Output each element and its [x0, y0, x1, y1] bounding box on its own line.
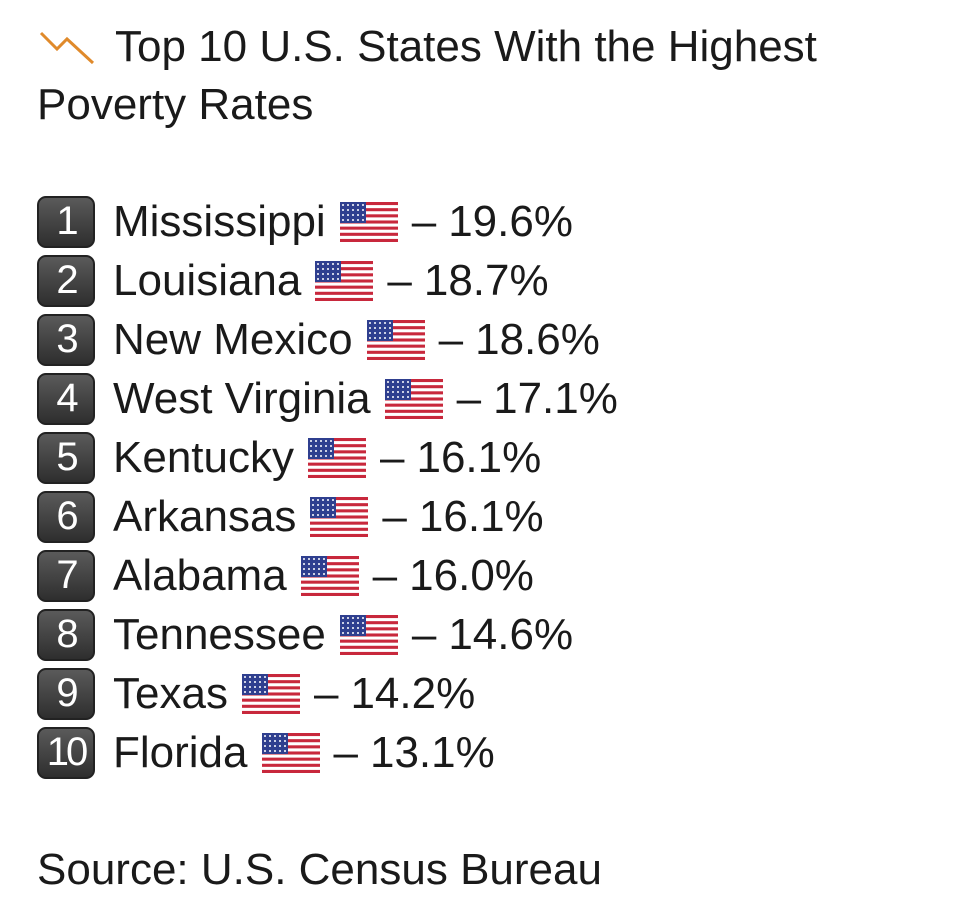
list-item: 5 Kentucky –16.1% — [37, 428, 618, 487]
us-flag — [339, 614, 398, 655]
rank-badge: 2 — [37, 254, 95, 307]
poverty-rate: 18.6% — [475, 314, 600, 364]
rank-badge: 3 — [37, 313, 95, 366]
rank-badge: 6 — [37, 490, 95, 543]
list-item: 8 Tennessee –14.6% — [37, 605, 618, 664]
separator: – — [382, 491, 407, 541]
us-flag — [310, 496, 369, 537]
poverty-rate: 13.1% — [369, 727, 495, 777]
us-flag — [384, 378, 443, 419]
poverty-rate: 14.6% — [448, 609, 574, 659]
separator: – — [372, 550, 398, 600]
separator: – — [333, 727, 358, 777]
poverty-rate: 16.1% — [416, 432, 542, 482]
separator: – — [313, 668, 339, 718]
separator: – — [387, 255, 412, 305]
us-flag — [241, 673, 300, 714]
list-item: 9 Texas –14.2% — [37, 664, 618, 723]
list-item: 10 Florida –13.1% — [37, 723, 618, 782]
source: Source: U.S. Census Bureau — [37, 845, 602, 894]
us-flag — [366, 319, 425, 360]
separator: – — [379, 432, 405, 482]
us-flag — [307, 437, 366, 478]
state-name: New Mexico — [113, 314, 353, 364]
state-name: Alabama — [113, 550, 287, 600]
state-name: Texas — [113, 668, 228, 718]
list-item: 2 Louisiana –18.7% — [37, 251, 618, 310]
state-name: West Virginia — [113, 373, 371, 423]
list-item: 4 West Virginia –17.1% — [37, 369, 618, 428]
separator: – — [456, 373, 482, 423]
list-item: 1 Mississippi –19.6% — [37, 192, 618, 251]
separator: – — [438, 314, 464, 364]
list-item: 6 Arkansas –16.1% — [37, 487, 618, 546]
poverty-rate: 17.1% — [493, 373, 618, 423]
us-flag — [315, 260, 374, 301]
state-name: Louisiana — [113, 255, 302, 305]
rank-badge: 8 — [37, 608, 95, 661]
us-flag — [339, 201, 398, 242]
rank-badge: 7 — [37, 549, 95, 602]
rank-badge: 4 — [37, 372, 95, 425]
state-name: Florida — [113, 727, 248, 777]
ranking-list: 1 Mississippi –19.6% 2 Louisiana –18.7% 3 New M… — [37, 192, 618, 782]
state-name: Tennessee — [113, 609, 326, 659]
poverty-rate: 16.1% — [418, 491, 544, 541]
poverty-rate: 14.2% — [350, 668, 476, 718]
separator: – — [411, 196, 437, 246]
poverty-rate: 19.6% — [448, 196, 573, 246]
state-name: Arkansas — [113, 491, 297, 541]
rank-badge: 10 — [37, 726, 95, 779]
poverty-rate: 18.7% — [423, 255, 549, 305]
us-flag — [300, 555, 359, 596]
title-line: Top 10 U.S. States With the Highest — [115, 22, 817, 71]
chart-down-icon — [38, 26, 98, 65]
list-item: 3 New Mexico –18.6% — [37, 310, 618, 369]
state-name: Kentucky — [113, 432, 294, 482]
state-name: Mississippi — [113, 196, 326, 246]
rank-badge: 5 — [37, 431, 95, 484]
rank-badge: 9 — [37, 667, 95, 720]
title-line: Poverty Rates — [37, 80, 314, 129]
poverty-rate: 16.0% — [409, 550, 534, 600]
title: Top 10 U.S. States With the Highest Pove… — [37, 18, 817, 134]
separator: – — [411, 609, 437, 659]
us-flag — [261, 732, 320, 773]
rank-badge: 1 — [37, 195, 95, 248]
list-item: 7 Alabama –16.0% — [37, 546, 618, 605]
